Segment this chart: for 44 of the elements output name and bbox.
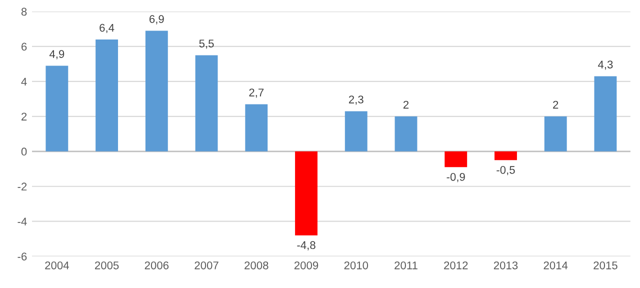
data-label: -4,8 xyxy=(297,241,316,250)
bar xyxy=(46,66,68,152)
y-tick-label: 0 xyxy=(21,148,27,156)
x-tick-label: 2014 xyxy=(544,261,568,270)
y-tick-label: 4 xyxy=(21,78,27,86)
bar xyxy=(96,39,118,152)
data-label: 4,3 xyxy=(598,60,613,70)
data-label: 5,5 xyxy=(199,40,214,49)
x-tick-label: 2005 xyxy=(95,261,119,270)
y-tick-label: 6 xyxy=(22,42,27,51)
data-label: 2 xyxy=(553,100,558,109)
x-tick-label: 2010 xyxy=(344,261,368,270)
x-tick-label: 2013 xyxy=(494,261,518,270)
y-tick-label: -4 xyxy=(18,218,27,226)
y-tick-label: -2 xyxy=(18,182,27,190)
x-tick-label: 2007 xyxy=(194,261,218,270)
data-label: 2 xyxy=(403,100,409,109)
data-label: 4,9 xyxy=(49,50,64,60)
bar xyxy=(594,76,617,152)
data-label: -0,5 xyxy=(496,166,515,176)
y-tick-label: 8 xyxy=(21,8,27,16)
data-label: -0,9 xyxy=(446,172,465,182)
bar xyxy=(245,104,268,152)
bar xyxy=(494,151,517,160)
bar xyxy=(195,55,218,152)
bar xyxy=(444,151,468,168)
bar xyxy=(544,116,567,152)
x-tick-label: 2008 xyxy=(244,261,268,270)
bar xyxy=(145,30,168,152)
data-label: 2,3 xyxy=(348,96,364,105)
y-tick-label: 2 xyxy=(22,112,27,120)
bar xyxy=(344,111,368,152)
x-tick-label: 2011 xyxy=(394,261,418,270)
data-label: 6,9 xyxy=(150,15,164,24)
x-tick-label: 2015 xyxy=(594,261,618,270)
data-label: 2,7 xyxy=(249,88,264,98)
x-tick-label: 2012 xyxy=(444,261,468,270)
x-tick-label: 2006 xyxy=(144,261,169,270)
bar xyxy=(394,116,418,152)
x-tick-label: 2009 xyxy=(294,261,318,270)
y-tick-label: -6 xyxy=(18,252,27,260)
x-tick-label: 2004 xyxy=(45,261,69,270)
bar xyxy=(295,151,318,236)
data-label: 6,4 xyxy=(100,24,114,34)
